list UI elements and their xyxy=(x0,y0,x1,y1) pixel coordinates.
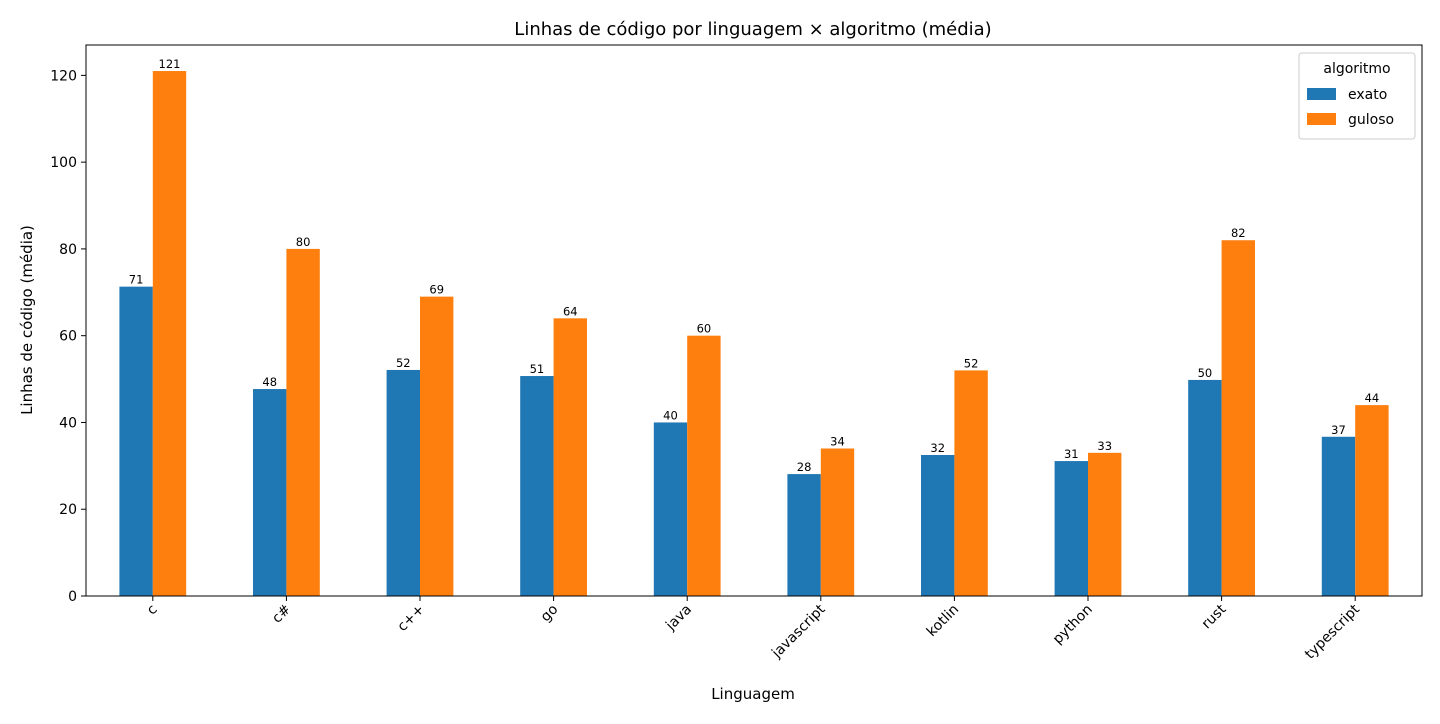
data-label-guloso-c#: 80 xyxy=(296,235,311,249)
legend-label-guloso: guloso xyxy=(1348,112,1394,128)
bar-exato-c++ xyxy=(386,369,420,596)
legend-swatch-guloso xyxy=(1307,113,1336,125)
data-label-guloso-python: 33 xyxy=(1097,439,1112,453)
bar-exato-c# xyxy=(253,389,287,596)
data-label-exato-c: 71 xyxy=(129,273,144,287)
x-tick-label-typescript: typescript xyxy=(1302,601,1363,662)
x-tick-label-java: java xyxy=(662,602,695,635)
bar-guloso-c# xyxy=(286,248,320,596)
data-label-guloso-typescript: 44 xyxy=(1365,391,1380,405)
y-axis: 0 20 40 60 80 100 120 xyxy=(50,68,86,605)
data-label-guloso-go: 64 xyxy=(563,304,578,318)
x-tick-label-c: c xyxy=(144,602,161,619)
x-tick-label-c++: c++ xyxy=(394,602,427,635)
data-label-exato-go: 51 xyxy=(530,362,545,376)
data-label-exato-java: 40 xyxy=(663,408,678,422)
bar-exato-kotlin xyxy=(921,454,955,596)
data-label-guloso-c++: 69 xyxy=(429,283,444,297)
bar-exato-typescript xyxy=(1321,436,1356,596)
bar-guloso-typescript xyxy=(1355,405,1389,596)
bar-guloso-java xyxy=(687,335,721,596)
y-tick-label-120: 120 xyxy=(50,68,77,84)
legend-label-exato: exato xyxy=(1348,87,1387,103)
data-label-exato-c#: 48 xyxy=(262,375,277,389)
plot-frame xyxy=(85,44,1423,597)
data-label-guloso-kotlin: 52 xyxy=(964,356,979,370)
data-label-guloso-java: 60 xyxy=(697,322,712,336)
bar-exato-rust xyxy=(1188,379,1222,596)
y-tick-label-60: 60 xyxy=(59,329,77,345)
plot-area: 71 48 52 51 40 28 32 31 50 37 121 80 69 64 60 34 52 33 82 4… xyxy=(85,44,1423,597)
data-label-exato-typescript: 37 xyxy=(1331,423,1346,437)
bar-exato-c xyxy=(119,286,153,596)
data-label-guloso-javascript: 34 xyxy=(830,434,845,448)
data-label-guloso-c: 121 xyxy=(159,57,181,71)
bar-exato-python xyxy=(1054,461,1088,596)
bar-guloso-javascript xyxy=(820,448,855,596)
bar-exato-go xyxy=(520,376,554,596)
y-tick-label-0: 0 xyxy=(68,589,77,605)
data-label-exato-python: 31 xyxy=(1064,447,1079,461)
x-axis-label: Linguagem xyxy=(711,685,795,703)
data-label-exato-rust: 50 xyxy=(1198,366,1213,380)
x-tick-label-kotlin: kotlin xyxy=(924,602,962,640)
legend-swatch-exato xyxy=(1307,88,1336,100)
x-axis: c c# c++ go java javascript kotlin python rust ty… xyxy=(144,596,1363,663)
legend-title: algoritmo xyxy=(1323,61,1390,77)
y-tick-label-100: 100 xyxy=(50,155,77,171)
y-tick-label-40: 40 xyxy=(59,415,77,431)
y-tick-label-80: 80 xyxy=(59,242,77,258)
x-tick-label-rust: rust xyxy=(1199,601,1230,632)
bar-exato-java xyxy=(653,422,688,596)
bar-guloso-kotlin xyxy=(954,370,988,596)
data-label-exato-kotlin: 32 xyxy=(930,441,945,455)
x-tick-label-go: go xyxy=(538,602,562,626)
x-tick-label-python: python xyxy=(1050,602,1096,648)
data-label-guloso-rust: 82 xyxy=(1231,226,1246,240)
bar-guloso-go xyxy=(553,318,587,596)
data-label-exato-javascript: 28 xyxy=(797,460,812,474)
bar-guloso-c++ xyxy=(420,296,454,596)
bar-guloso-python xyxy=(1088,452,1122,596)
y-axis-label: Linhas de código (média) xyxy=(18,225,36,415)
bar-guloso-rust xyxy=(1221,240,1255,597)
legend: algoritmo exato guloso xyxy=(1298,52,1416,140)
x-tick-label-c#: c# xyxy=(269,602,294,627)
x-tick-label-javascript: javascript xyxy=(768,601,829,662)
y-tick-label-20: 20 xyxy=(59,502,77,518)
bar-guloso-c xyxy=(152,71,187,596)
chart-title: Linhas de código por linguagem × algorit… xyxy=(514,19,991,40)
bar-exato-javascript xyxy=(787,474,821,596)
data-label-exato-c++: 52 xyxy=(396,356,411,370)
